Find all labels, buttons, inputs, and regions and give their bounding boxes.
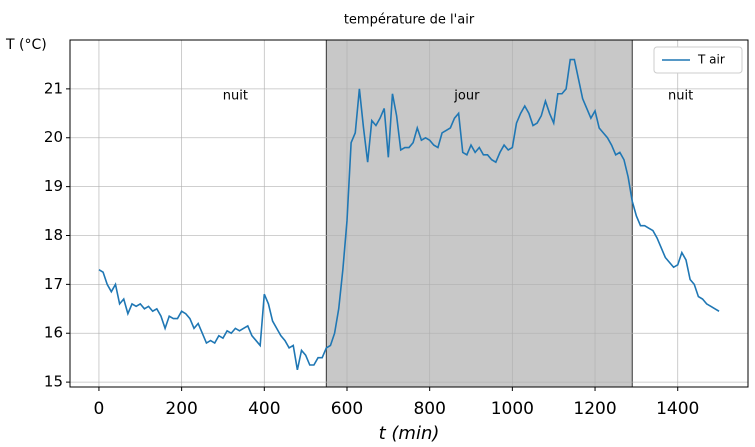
x-tick-label: 800: [413, 399, 445, 419]
legend-label: T air: [697, 53, 725, 67]
x-tick-label: 400: [248, 399, 280, 419]
plot-frame: [69, 39, 749, 388]
y-tick-label: 19: [44, 177, 63, 195]
x-tick-label: 1400: [656, 399, 699, 419]
x-tick-label: 1000: [491, 399, 534, 419]
chart-title: température de l'air: [344, 13, 475, 28]
x-axis-label: t (min): [379, 423, 440, 444]
y-tick-label: 15: [44, 373, 63, 391]
y-tick-label: 16: [44, 324, 63, 342]
shaded-region: [325, 39, 633, 388]
x-tick-label: 600: [331, 399, 363, 419]
y-axis-label: T (°C): [5, 37, 47, 53]
x-tick-label: 0: [94, 399, 105, 419]
annotation: nuit: [223, 89, 248, 104]
data-line: [98, 58, 720, 371]
annotation: nuit: [668, 89, 693, 104]
legend-box: [653, 46, 743, 74]
x-tick-label: 1200: [573, 399, 616, 419]
annotation: jour: [453, 89, 480, 104]
y-tick-label: 17: [44, 275, 63, 293]
y-tick-label: 21: [44, 79, 63, 97]
x-tick-label: 200: [165, 399, 197, 419]
y-tick-label: 20: [44, 128, 63, 146]
y-tick-label: 18: [44, 226, 63, 244]
